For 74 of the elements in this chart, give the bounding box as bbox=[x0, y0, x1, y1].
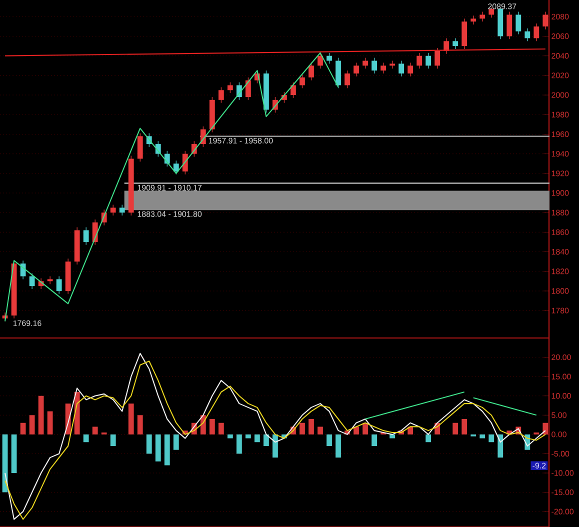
candlestick bbox=[182, 150, 188, 175]
candlestick bbox=[354, 62, 359, 77]
candlestick bbox=[516, 11, 522, 35]
candlestick bbox=[300, 74, 305, 89]
candlestick bbox=[372, 57, 377, 74]
candlestick bbox=[434, 48, 440, 69]
candlestick bbox=[480, 11, 486, 22]
candlestick bbox=[542, 11, 548, 30]
bar bbox=[38, 396, 44, 434]
bar bbox=[362, 422, 368, 434]
bar bbox=[47, 411, 53, 434]
bar bbox=[164, 434, 170, 466]
candlestick bbox=[110, 204, 116, 216]
candlestick bbox=[137, 132, 143, 162]
candlestick bbox=[326, 52, 332, 64]
candlestick bbox=[398, 60, 404, 77]
candlestick bbox=[83, 226, 89, 246]
bar bbox=[209, 419, 215, 434]
bar bbox=[227, 434, 233, 438]
candlestick bbox=[506, 11, 512, 40]
bar bbox=[20, 422, 26, 434]
bar bbox=[83, 434, 89, 442]
candlestick bbox=[173, 160, 179, 175]
bar bbox=[272, 434, 278, 458]
bar bbox=[542, 422, 548, 434]
candlestick bbox=[20, 260, 26, 280]
candlestick bbox=[534, 23, 540, 42]
bar bbox=[336, 434, 341, 458]
candlestick bbox=[344, 70, 350, 89]
bar bbox=[254, 434, 260, 442]
bar bbox=[488, 434, 494, 442]
line-series bbox=[4, 52, 339, 322]
bar bbox=[173, 434, 179, 450]
candlestick bbox=[29, 273, 35, 290]
bar bbox=[498, 434, 504, 458]
candlestick bbox=[56, 276, 62, 294]
candlestick bbox=[426, 52, 432, 69]
candlestick bbox=[227, 82, 233, 94]
candlestick bbox=[318, 52, 323, 69]
candlestick bbox=[380, 62, 386, 74]
bar bbox=[452, 422, 458, 434]
candlestick bbox=[452, 38, 458, 50]
bar bbox=[372, 434, 377, 446]
bar bbox=[308, 419, 314, 434]
bar bbox=[390, 434, 396, 438]
candlestick bbox=[246, 77, 251, 100]
candlestick bbox=[408, 62, 414, 77]
bar bbox=[128, 404, 134, 434]
bar bbox=[137, 415, 143, 434]
bar bbox=[462, 419, 468, 434]
bar bbox=[11, 434, 17, 473]
bar bbox=[326, 434, 332, 446]
candlestick bbox=[290, 82, 296, 98]
candlestick bbox=[47, 276, 53, 284]
candlestick bbox=[308, 62, 314, 81]
candlestick bbox=[119, 204, 125, 216]
candlestick bbox=[416, 52, 422, 69]
bar bbox=[264, 434, 269, 446]
bar bbox=[300, 422, 305, 434]
bar bbox=[146, 434, 152, 454]
bar bbox=[354, 426, 359, 434]
bar bbox=[92, 426, 98, 434]
bar bbox=[110, 434, 116, 446]
bar bbox=[318, 426, 323, 434]
bar bbox=[480, 434, 486, 438]
bar bbox=[426, 434, 432, 442]
bar bbox=[29, 415, 35, 434]
candlestick bbox=[524, 28, 530, 42]
bar bbox=[155, 434, 161, 462]
candlestick bbox=[362, 57, 368, 69]
bar bbox=[236, 434, 242, 454]
bar bbox=[218, 422, 224, 434]
candlestick bbox=[218, 86, 224, 104]
bar bbox=[246, 434, 251, 438]
